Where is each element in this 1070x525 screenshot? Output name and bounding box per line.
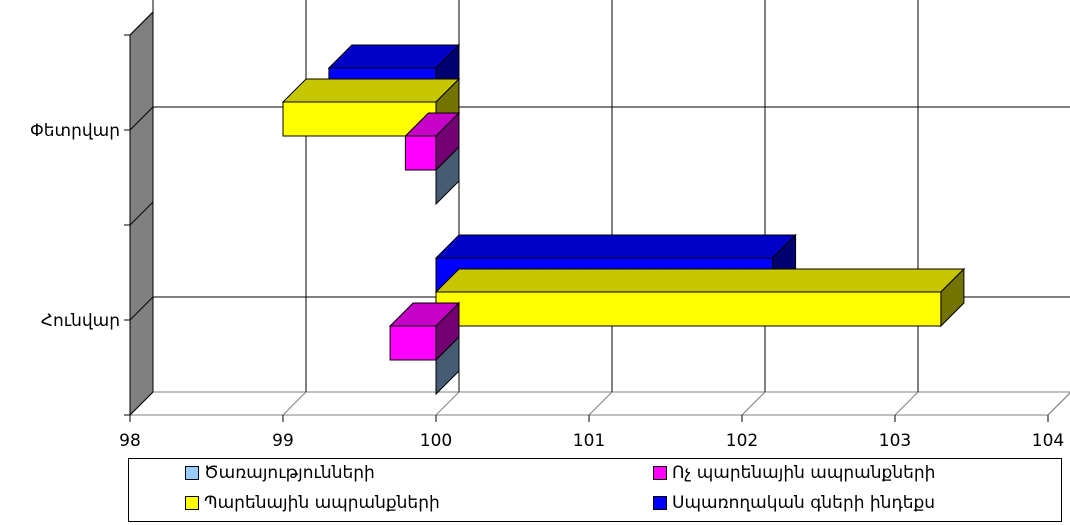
bar-front-face bbox=[404, 135, 437, 171]
side-gridline bbox=[129, 11, 154, 36]
legend-swatch-cpi bbox=[653, 496, 667, 510]
side-gridline bbox=[129, 296, 154, 321]
floor-line bbox=[588, 391, 613, 416]
bar bbox=[388, 301, 461, 362]
floor-line bbox=[894, 391, 919, 416]
x-tick-label: 99 bbox=[272, 431, 294, 451]
bar-side-face bbox=[435, 145, 460, 206]
bar bbox=[434, 267, 966, 328]
side-gridline bbox=[129, 106, 154, 131]
legend-label-services: Ծառայությունների bbox=[204, 463, 375, 483]
bar-top-face bbox=[281, 78, 461, 103]
x-tick-label: 104 bbox=[1032, 431, 1064, 451]
y-tick-label: Հունվար bbox=[41, 311, 120, 331]
bar bbox=[435, 145, 460, 206]
x-tick-label: 101 bbox=[573, 431, 605, 451]
bar-top-face bbox=[434, 234, 797, 259]
legend-label-food: Պարենային ապրանքների bbox=[204, 493, 440, 513]
x-tick-label: 102 bbox=[726, 431, 758, 451]
bar-front-face bbox=[389, 325, 437, 361]
bar bbox=[404, 111, 461, 172]
bar-top-face bbox=[434, 268, 966, 293]
side-gridline bbox=[129, 391, 154, 416]
floor-line bbox=[435, 391, 460, 416]
bar-front-face bbox=[435, 291, 942, 327]
legend: Ծառայությունների Ոչ պարենային ապրանքների… bbox=[128, 458, 1062, 522]
axis-ticks: 98 99 100 101 102 103 104 Հունվար Փետրվար bbox=[30, 121, 1064, 451]
chart-walls bbox=[128, 10, 1070, 417]
x-tick-label: 100 bbox=[420, 431, 452, 451]
floor-line bbox=[1047, 392, 1070, 416]
legend-item-services: Ծառայությունների bbox=[185, 463, 375, 483]
legend-item-food: Պարենային ապրանքների bbox=[185, 493, 440, 513]
legend-label-cpi: Սպառողական գների ինդեքս bbox=[672, 493, 936, 513]
legend-item-nonfood: Ոչ պարենային ապրանքների bbox=[653, 463, 935, 483]
floor-line bbox=[282, 391, 307, 416]
side-gridline bbox=[129, 201, 154, 226]
legend-label-nonfood: Ոչ պարենային ապրանքների bbox=[672, 463, 936, 483]
floor-line bbox=[741, 391, 766, 416]
y-tick-label: Փետրվար bbox=[30, 121, 120, 141]
legend-swatch-nonfood bbox=[653, 466, 667, 480]
bar-chart: 98 99 100 101 102 103 104 Հունվար Փետրվար bbox=[30, 0, 1070, 451]
gridlines bbox=[124, 0, 1070, 422]
legend-item-cpi: Սպառողական գների ինդեքս bbox=[653, 493, 935, 513]
x-tick-label: 98 bbox=[119, 431, 141, 451]
legend-swatch-food bbox=[185, 496, 199, 510]
bar bbox=[435, 335, 460, 396]
bar-side-face bbox=[435, 335, 460, 396]
bar-series bbox=[281, 43, 966, 396]
legend-swatch-services bbox=[185, 466, 199, 480]
x-tick-label: 103 bbox=[879, 431, 911, 451]
